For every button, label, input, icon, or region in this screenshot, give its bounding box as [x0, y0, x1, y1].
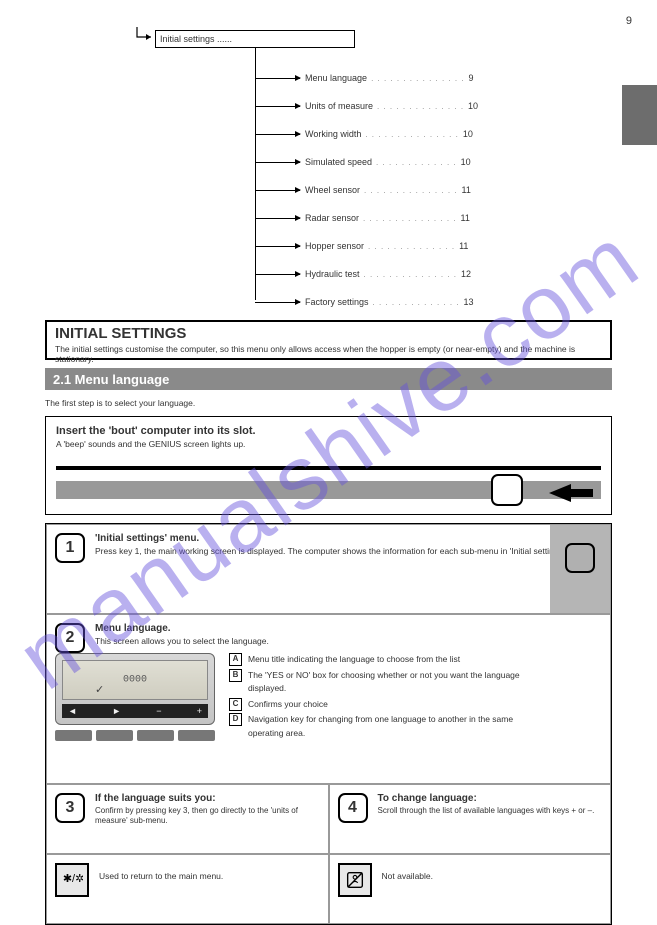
tree-item: Radar sensor. . . . . . . . . . . . . . …	[255, 210, 470, 226]
legend-key: D	[229, 713, 242, 726]
step-1-text: Press key 1, the main working screen is …	[55, 546, 602, 557]
nav-minus-icon: −	[156, 706, 161, 716]
step-number-4: 4	[338, 793, 368, 823]
arrow-left-icon	[549, 484, 571, 502]
step-2-cell: 2 Menu language. This screen allows you …	[46, 614, 611, 784]
legend-key: B	[229, 669, 242, 682]
step-4-text: Scroll through the list of available lan…	[338, 806, 603, 816]
intro-text: The first step is to select your languag…	[45, 398, 612, 410]
legend-item: D Navigation key for changing from one l…	[229, 713, 540, 740]
step-6-cell: Not available.	[329, 854, 612, 924]
legend-text: Confirms your choice	[248, 698, 328, 712]
legend-item: C Confirms your choice	[229, 698, 540, 712]
soft-keys	[55, 730, 215, 741]
legend-text: Menu title indicating the language to ch…	[248, 653, 460, 667]
step-3-text: Confirm by pressing key 3, then go direc…	[55, 806, 320, 827]
side-step-square	[565, 543, 595, 573]
check-icon: ✓	[95, 683, 104, 697]
tree-item: Simulated speed. . . . . . . . . . . . .…	[255, 154, 471, 170]
tree-item: Hopper sensor. . . . . . . . . . . . . .…	[255, 238, 468, 254]
tree-item: Menu language. . . . . . . . . . . . . .…	[255, 70, 474, 86]
step-3-cell: 3 If the language suits you: Confirm by …	[46, 784, 329, 854]
tree-item: Units of measure. . . . . . . . . . . . …	[255, 98, 478, 114]
menu-tree: Initial settings ...... Menu language. .…	[110, 30, 612, 310]
step-number-1: 1	[55, 533, 85, 563]
settings-icon: ✱/✲	[55, 863, 89, 897]
step-2-intro: This screen allows you to select the lan…	[55, 636, 540, 647]
legend-text: The 'YES or NO' box for choosing whether…	[248, 669, 540, 696]
step-5-text: Used to return to the main menu.	[55, 863, 320, 882]
legend-key: C	[229, 698, 242, 711]
legend-item: B The 'YES or NO' box for choosing wheth…	[229, 669, 540, 696]
step-4-cell: 4 To change language: Scroll through the…	[329, 784, 612, 854]
legend: A Menu title indicating the language to …	[229, 653, 540, 743]
nav-plus-icon: +	[197, 706, 202, 716]
tree-item: Working width. . . . . . . . . . . . . .…	[255, 126, 473, 142]
slot-title: Insert the 'bout' computer into its slot…	[56, 425, 601, 437]
display-unit-illustration: 0000 ✓ ◄ ► − +	[55, 653, 215, 743]
side-step-indicator	[550, 525, 610, 613]
legend-key: A	[229, 653, 242, 666]
svg-text:✱/✲: ✱/✲	[63, 873, 83, 885]
step-6-text: Not available.	[338, 863, 603, 882]
slot-instruction-box: Insert the 'bout' computer into its slot…	[45, 416, 612, 515]
step-number-2: 2	[55, 623, 85, 653]
legend-item: A Menu title indicating the language to …	[229, 653, 540, 667]
nav-left-icon: ◄	[68, 706, 77, 716]
tree-item: Hydraulic test. . . . . . . . . . . . . …	[255, 266, 471, 282]
section-header-box: INITIAL SETTINGS The initial settings cu…	[45, 320, 612, 360]
step-5-cell: ✱/✲ Used to return to the main menu.	[46, 854, 329, 924]
subsection-bar: 2.1 Menu language	[45, 368, 612, 390]
tree-item: Factory settings. . . . . . . . . . . . …	[255, 294, 474, 310]
step-number-3: 3	[55, 793, 85, 823]
section-title: INITIAL SETTINGS	[55, 325, 602, 342]
tree-item: Wheel sensor. . . . . . . . . . . . . . …	[255, 182, 471, 198]
not-available-icon	[338, 863, 372, 897]
side-tab	[622, 85, 657, 145]
legend-text: Navigation key for changing from one lan…	[248, 713, 540, 740]
step-1-title: 'Initial settings' menu.	[55, 533, 602, 544]
step-4-title: To change language:	[338, 793, 603, 804]
slot-square-icon	[491, 474, 523, 506]
step-3-title: If the language suits you:	[55, 793, 320, 804]
slot-sub: A 'beep' sounds and the GENIUS screen li…	[56, 439, 601, 450]
section-subtitle: The initial settings customise the compu…	[55, 344, 602, 364]
step-1-cell: 1 'Initial settings' menu. Press key 1, …	[46, 524, 611, 614]
tree-root: Initial settings ......	[155, 30, 355, 48]
nav-right-icon: ►	[112, 706, 121, 716]
nav-bar: ◄ ► − +	[62, 704, 208, 718]
step-2-title: Menu language.	[55, 623, 540, 634]
page-number: 9	[626, 15, 632, 27]
steps-grid: 1 'Initial settings' menu. Press key 1, …	[45, 523, 612, 925]
lcd-screen: 0000 ✓	[62, 660, 208, 700]
